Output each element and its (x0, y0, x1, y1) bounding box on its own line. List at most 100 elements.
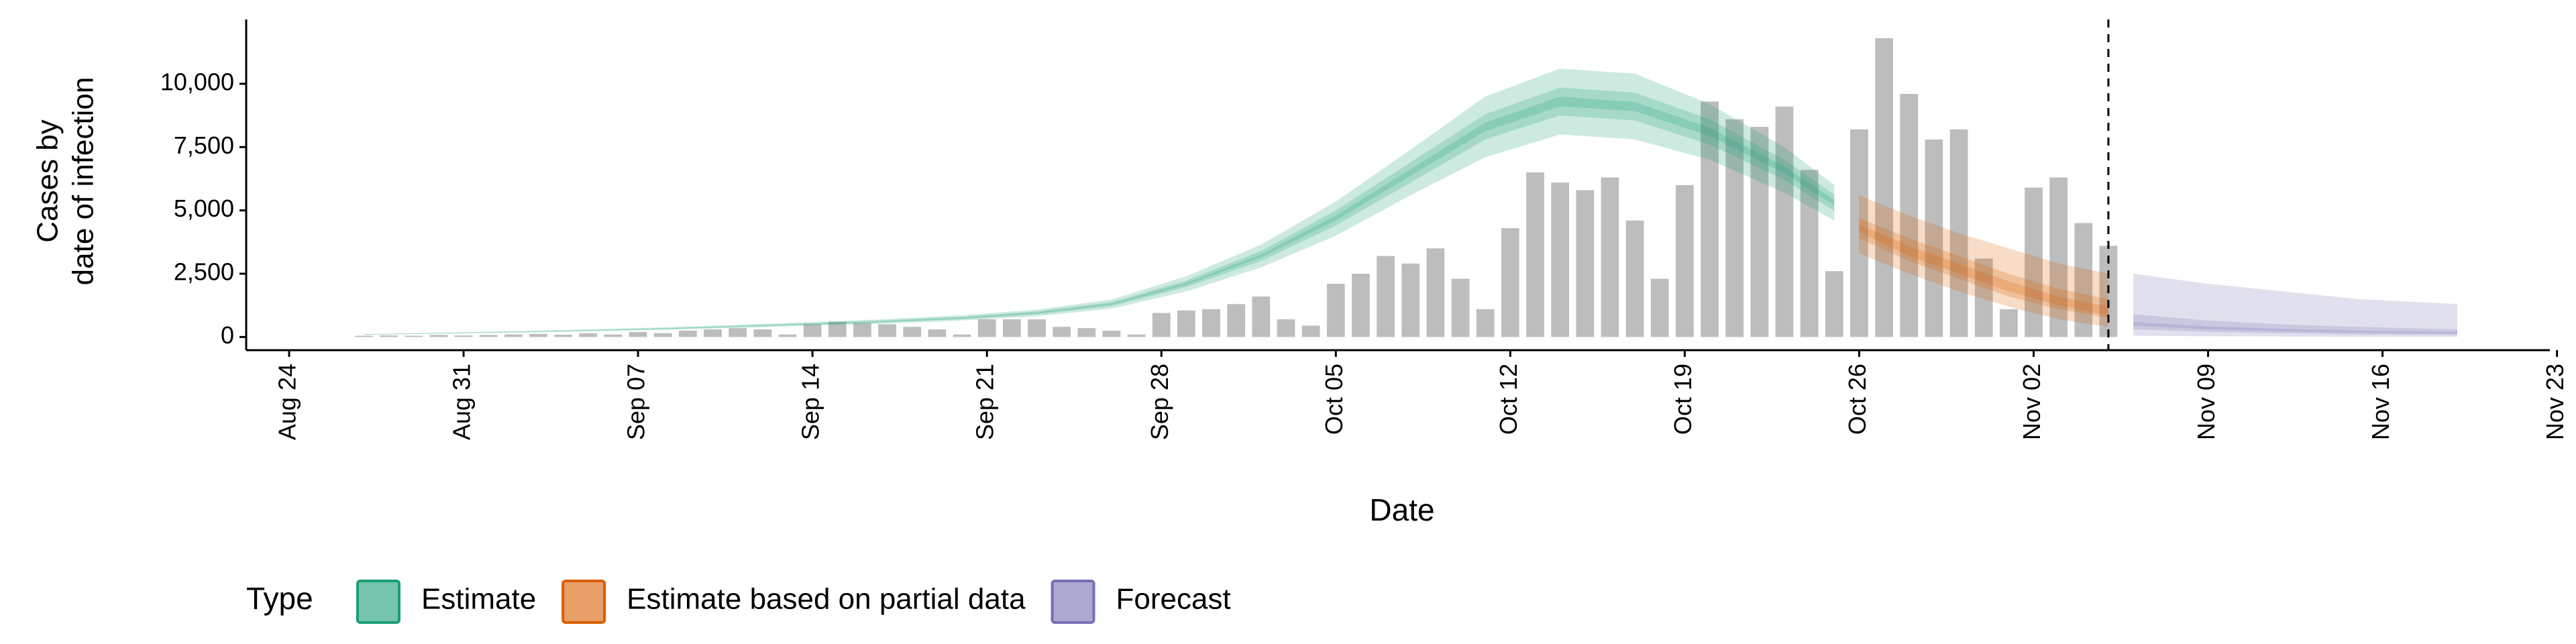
interval-band (2133, 321, 2457, 334)
bar (1277, 319, 1295, 337)
interval-band (2133, 314, 2457, 335)
bar (1949, 129, 1968, 337)
bar (1750, 127, 1769, 337)
bar (1053, 327, 1071, 337)
x-tick-label: Oct 19 (1669, 364, 1697, 435)
bar (679, 330, 697, 337)
x-tick-label: Sep 28 (1146, 364, 1173, 440)
bar (2074, 223, 2093, 337)
bar (429, 335, 448, 337)
bar (704, 329, 722, 337)
bar (1974, 258, 1993, 337)
y-tick-label: 10,000 (160, 68, 234, 95)
x-tick-label: Sep 21 (971, 364, 999, 440)
interval-band (1859, 218, 2108, 319)
x-tick-label: Aug 24 (274, 364, 301, 440)
bar (1775, 106, 1794, 337)
bar (1102, 330, 1121, 337)
x-tick-label: Nov 02 (2018, 364, 2045, 440)
legend-key (1051, 580, 1095, 624)
bar (778, 334, 797, 337)
bar (1177, 310, 1195, 337)
bar (653, 333, 672, 337)
legend-key (356, 580, 400, 624)
legend-key (561, 580, 606, 624)
bar (1900, 93, 1919, 337)
bar (1925, 139, 1943, 337)
y-tick-label: 5,000 (174, 195, 234, 222)
bar (1875, 38, 1893, 337)
interval-band (1859, 224, 2108, 316)
bar (1825, 271, 1843, 337)
bar (853, 323, 871, 337)
bar (1526, 172, 1544, 337)
legend-title: Type (246, 581, 313, 616)
bar (504, 334, 523, 337)
bar (1501, 228, 1519, 337)
x-tick-label: Nov 09 (2192, 364, 2220, 440)
x-tick-label: Oct 12 (1495, 364, 1522, 435)
bar (405, 335, 423, 337)
bar (1377, 256, 1395, 337)
bar (1800, 170, 1819, 337)
bar (903, 327, 922, 337)
y-axis-title: Cases by (32, 119, 64, 242)
bar (1676, 184, 1694, 337)
bar (1301, 325, 1320, 337)
bar (1401, 263, 1420, 337)
y-axis-title: date of infection (67, 77, 100, 286)
bar (1127, 334, 1146, 337)
plot-marks (355, 19, 2457, 350)
legend-label: Estimate based on partial data (627, 583, 1026, 616)
bar (604, 334, 623, 337)
legend: Type Estimate Estimate based on partial d… (246, 580, 1231, 624)
bar (878, 324, 896, 337)
bar (1077, 328, 1096, 337)
bar (1426, 248, 1445, 337)
bar (803, 324, 822, 337)
bar (977, 319, 996, 337)
x-axis-title: Date (1369, 492, 1434, 527)
bar (629, 331, 647, 337)
bar (1227, 304, 1246, 337)
bar (1476, 309, 1495, 337)
y-tick-label: 0 (221, 321, 234, 349)
bar (2025, 187, 2043, 337)
y-tick-label: 2,500 (174, 258, 234, 286)
bar (928, 329, 947, 337)
bar (1999, 309, 2018, 337)
legend-label: Estimate (421, 583, 536, 616)
x-tick-label: Nov 23 (2541, 364, 2569, 440)
x-tick-label: Sep 14 (797, 364, 824, 440)
bar (1850, 129, 1868, 337)
y-tick-label: 7,500 (174, 131, 234, 159)
interval-band (1859, 195, 2108, 327)
interval-band (364, 68, 1835, 335)
bar (1725, 119, 1744, 337)
interval-band (364, 97, 1835, 335)
bar (729, 328, 747, 337)
bar (753, 329, 772, 337)
bar (529, 333, 547, 337)
bar (1002, 319, 1021, 337)
bar (1601, 177, 1619, 337)
bar (1576, 190, 1595, 337)
x-tick-label: Aug 31 (448, 364, 476, 440)
bar (1326, 284, 1345, 337)
interval-band (2133, 274, 2457, 337)
x-tick-label: Nov 16 (2367, 364, 2394, 440)
bar (1352, 273, 1370, 337)
bar (1028, 319, 1046, 337)
bar (953, 334, 971, 337)
bar (380, 335, 398, 337)
bar (1650, 278, 1669, 337)
x-tick-label: Oct 05 (1320, 364, 1348, 435)
bar (1152, 313, 1171, 337)
bar (355, 335, 373, 337)
bar (2049, 177, 2068, 337)
interval-band (364, 87, 1835, 335)
bar (1252, 296, 1271, 337)
bar (454, 335, 473, 337)
